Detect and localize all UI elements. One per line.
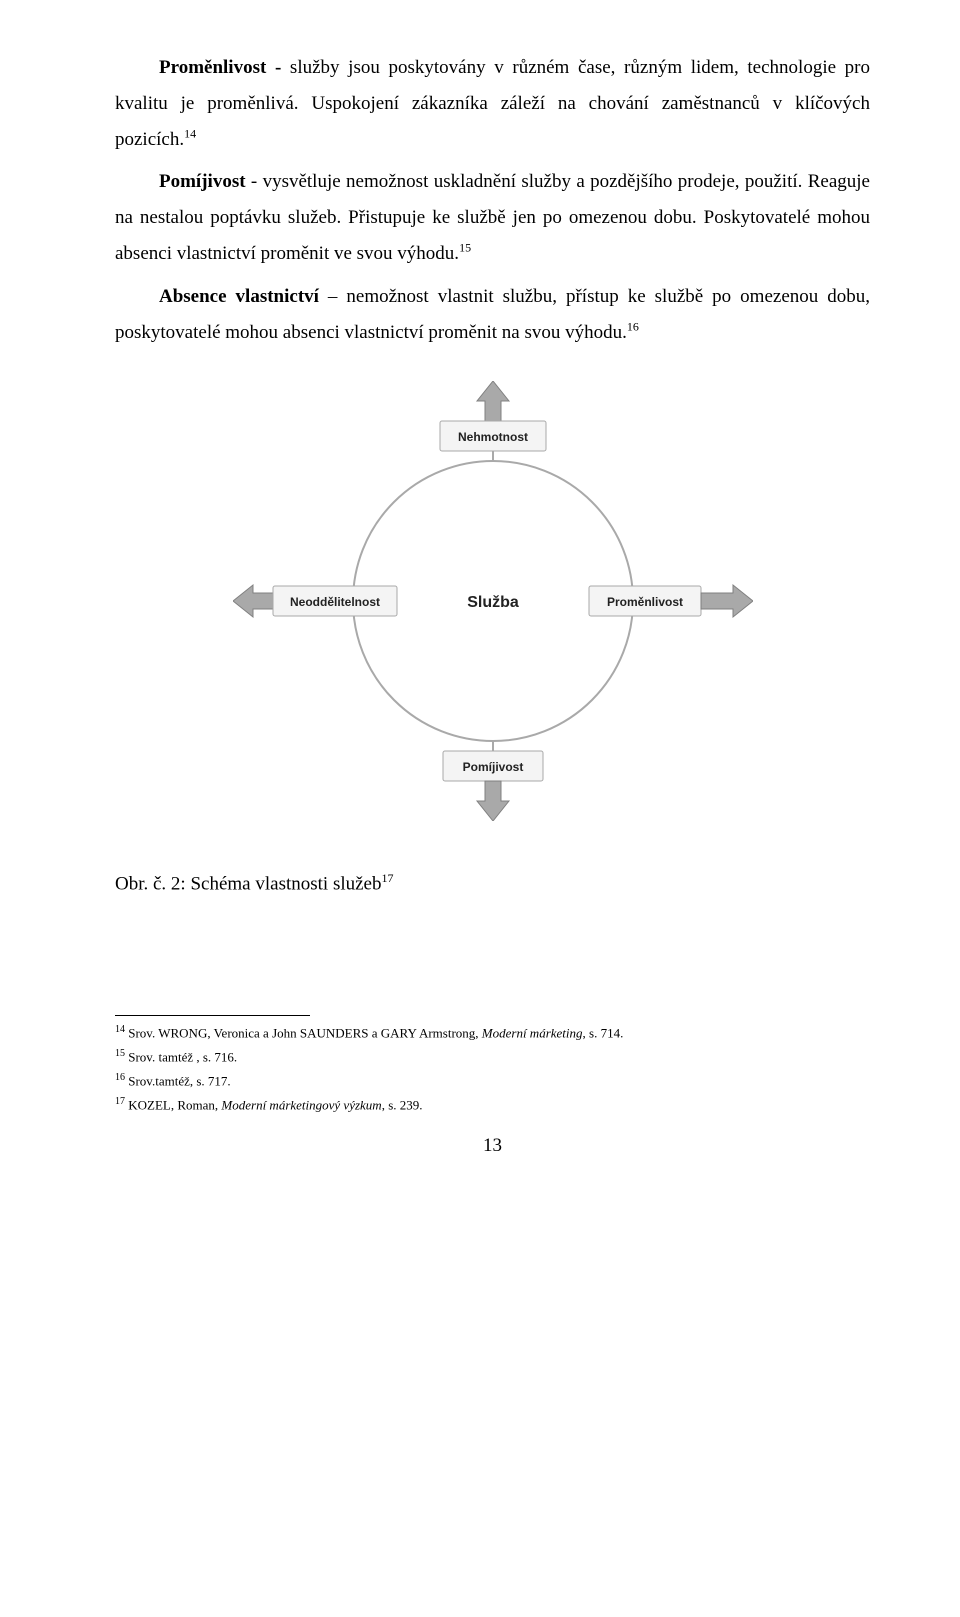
arrow-top bbox=[477, 381, 509, 421]
footnote-ref-14: 14 bbox=[184, 127, 196, 141]
fn14-post: , s. 714. bbox=[583, 1025, 624, 1040]
term-promenlivost: Proměnlivost - bbox=[159, 57, 290, 78]
paragraph-absence: Absence vlastnictví – nemožnost vlastnit… bbox=[115, 279, 870, 351]
fn-num-16: 16 bbox=[115, 1072, 125, 1083]
page-number: 13 bbox=[115, 1135, 870, 1157]
fn17-post: , s. 239. bbox=[382, 1098, 423, 1113]
fn-num-14: 14 bbox=[115, 1024, 125, 1035]
footnote-separator bbox=[115, 1015, 310, 1016]
footnote-ref-15: 15 bbox=[459, 241, 471, 255]
paragraph-pomijivost: Pomíjivost - vysvětluje nemožnost usklad… bbox=[115, 164, 870, 272]
label-pomijivost: Pomíjivost bbox=[462, 760, 523, 774]
diagram-container: Služba Nehmotnost Pomíjivost Neoddělitel… bbox=[115, 381, 870, 821]
label-promenlivost: Proměnlivost bbox=[606, 595, 682, 609]
arrow-right bbox=[701, 585, 753, 617]
footnote-ref-17: 17 bbox=[381, 871, 393, 885]
footnote-ref-16: 16 bbox=[627, 319, 639, 333]
term-pomijivost: Pomíjivost bbox=[159, 171, 246, 192]
fn14-ital: Moderní márketing bbox=[482, 1025, 583, 1040]
label-nehmotnost: Nehmotnost bbox=[458, 430, 528, 444]
arrow-left bbox=[233, 585, 273, 617]
term-absence: Absence vlastnictví bbox=[159, 286, 319, 307]
diagram-center-label: Služba bbox=[467, 594, 519, 611]
caption-text: Obr. č. 2: Schéma vlastnosti služeb bbox=[115, 873, 381, 894]
schema-diagram: Služba Nehmotnost Pomíjivost Neoddělitel… bbox=[233, 381, 753, 821]
fn-num-15: 15 bbox=[115, 1048, 125, 1059]
fn-num-17: 17 bbox=[115, 1096, 125, 1107]
figure-caption: Obr. č. 2: Schéma vlastnosti služeb17 bbox=[115, 871, 870, 895]
label-neoddelitelnost: Neoddělitelnost bbox=[289, 595, 379, 609]
fn14-pre: Srov. WRONG, Veronica a John SAUNDERS a … bbox=[125, 1025, 482, 1040]
fn17-pre: KOZEL, Roman, bbox=[125, 1098, 221, 1113]
arrow-bottom bbox=[477, 781, 509, 821]
footnote-15: 15 Srov. tamtéž , s. 716. bbox=[115, 1046, 870, 1068]
fn17-ital: Moderní márketingový výzkum bbox=[221, 1098, 381, 1113]
footnote-16: 16 Srov.tamtéž, s. 717. bbox=[115, 1070, 870, 1092]
page-container: Proměnlivost - služby jsou poskytovány v… bbox=[0, 0, 960, 1197]
fn16-pre: Srov.tamtéž, s. 717. bbox=[125, 1074, 231, 1089]
footnote-14: 14 Srov. WRONG, Veronica a John SAUNDERS… bbox=[115, 1022, 870, 1044]
footnote-17: 17 KOZEL, Roman, Moderní márketingový vý… bbox=[115, 1094, 870, 1116]
paragraph-promenlivost: Proměnlivost - služby jsou poskytovány v… bbox=[115, 50, 870, 158]
fn15-pre: Srov. tamtéž , s. 716. bbox=[125, 1050, 237, 1065]
